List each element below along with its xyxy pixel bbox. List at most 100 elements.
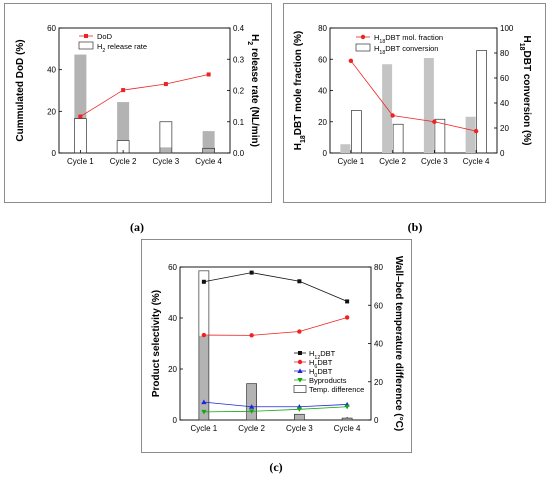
legend-label-a-1: H2 release rate xyxy=(97,42,147,54)
series-line-b-mol xyxy=(350,60,477,132)
bar-gray-c-1 xyxy=(246,383,257,420)
right-tick-label-b-2: 40 xyxy=(500,99,509,108)
series-line-a-dod xyxy=(80,74,209,117)
bar-gray-a-1 xyxy=(117,102,130,141)
bar-gray-a-0 xyxy=(74,54,87,119)
x-tick-label-c-0: Cycle 1 xyxy=(191,424,218,433)
bar-outline-c-1 xyxy=(246,383,257,421)
bar-outline-c-2 xyxy=(294,413,305,421)
point-c-s0-2 xyxy=(297,279,302,284)
point-c-s1-2 xyxy=(297,329,302,334)
caption-c: (c) xyxy=(269,460,283,474)
bar-outline-a-1 xyxy=(116,140,130,154)
point-c-s1-1 xyxy=(249,333,254,338)
point-c-s3-2 xyxy=(296,407,302,412)
left-tick-label-b-0: 0 xyxy=(323,149,328,158)
chart-b-svg: 0 20 40 60 80 0 20 40 60 80 100 Cycle 1 Cycle 2 Cycle… xyxy=(293,24,532,166)
right-tick-label-c-2: 40 xyxy=(374,340,383,349)
caption-b: (b) xyxy=(407,220,423,234)
chart-panel-c: 0 20 40 60 0 20 40 60 80 Cycle 1 Cycle 2 Cycle 3 Cyc… xyxy=(141,239,412,453)
x-tick-label-a-2: Cycle 3 xyxy=(153,157,180,166)
point-a-dod-3 xyxy=(206,72,211,77)
left-tick-label-a-3: 60 xyxy=(47,24,56,33)
left-tick-label-b-4: 80 xyxy=(318,24,327,33)
legend-marker-a xyxy=(84,34,88,38)
series-line-c-s1 xyxy=(203,317,348,336)
x-tick-label-a-3: Cycle 4 xyxy=(195,157,222,166)
left-tick-label-b-2: 40 xyxy=(318,87,327,96)
legend-label-c-bar: Temp. difference xyxy=(309,385,364,394)
point-c-s2-1 xyxy=(249,404,255,409)
legend-label-a-0: DoD xyxy=(97,32,113,41)
right-tick-label-a-0: 0.0 xyxy=(233,149,245,158)
bar-gray-b-3 xyxy=(465,116,476,153)
bar-outline-a-0 xyxy=(74,118,87,154)
left-tick-label-a-2: 40 xyxy=(47,66,56,75)
point-a-dod-2 xyxy=(163,82,168,87)
bar-gray-b-0 xyxy=(340,144,351,153)
x-tick-label-b-0: Cycle 1 xyxy=(338,157,365,166)
y-axis-title-left-c: Product selectivity (%) xyxy=(151,290,162,397)
legend-label-c-0: H12DBT xyxy=(309,349,336,361)
y-axis-title-right-c: Wall–bed temperature difference (°C) xyxy=(393,256,404,431)
left-tick-label-a-0: 0 xyxy=(52,149,57,158)
chart-a-svg: 0 20 40 60 0.0 0.1 0.2 0.3 0.4 Cycle 1 Cycle 2 Cycl… xyxy=(15,24,261,166)
bar-outline-c-0 xyxy=(198,270,210,421)
bar-outline-b-1 xyxy=(392,123,404,154)
legend-label-c-3: Byproducts xyxy=(309,376,347,385)
point-a-dod-0 xyxy=(78,114,83,119)
x-tick-label-c-3: Cycle 4 xyxy=(334,424,361,433)
bar-outline-b-3 xyxy=(476,50,487,154)
legend-label-b-1: H18DBT conversion xyxy=(374,44,438,56)
x-tick-label-c-1: Cycle 2 xyxy=(238,424,265,433)
left-tick-label-c-2: 40 xyxy=(168,314,177,323)
x-tick-label-c-2: Cycle 3 xyxy=(286,424,313,433)
right-tick-label-c-1: 20 xyxy=(374,378,383,387)
point-b-mol-1 xyxy=(390,113,395,118)
legend-marker-c-1 xyxy=(297,359,303,365)
chart-c-svg: 0 20 40 60 0 20 40 60 80 Cycle 1 Cycle 2 Cycle 3 Cyc… xyxy=(151,256,404,433)
left-tick-label-c-0: 0 xyxy=(173,416,178,425)
y-axis-title-left-a: Cummulated DoD (%) xyxy=(15,39,26,141)
right-tick-label-b-5: 100 xyxy=(500,24,514,33)
bar-outline-c-3 xyxy=(341,417,353,421)
x-tick-label-b-2: Cycle 3 xyxy=(421,157,448,166)
bar-gray-c-0 xyxy=(198,335,209,420)
point-c-s1-3 xyxy=(344,315,350,320)
left-tick-label-c-1: 20 xyxy=(168,365,177,374)
legend-marker-c-0 xyxy=(298,351,302,355)
bar-gray-a-2 xyxy=(159,147,172,153)
right-tick-label-a-4: 0.4 xyxy=(233,24,245,33)
chart-panel-a: 0 20 40 60 0.0 0.1 0.2 0.3 0.4 Cycle 1 Cycle 2 Cycl… xyxy=(4,3,272,203)
point-b-mol-0 xyxy=(348,58,354,64)
bar-gray-c-3 xyxy=(342,418,353,420)
chart-panel-b: 0 20 40 60 80 0 20 40 60 80 100 Cycle 1 Cycle 2 Cycle… xyxy=(283,3,546,203)
right-tick-label-c-0: 0 xyxy=(374,416,379,425)
bar-outline-b-2 xyxy=(434,118,446,154)
right-tick-label-b-0: 0 xyxy=(500,149,505,158)
point-c-s3-0 xyxy=(201,409,207,415)
right-tick-label-b-3: 60 xyxy=(500,74,509,83)
bar-gray-c-2 xyxy=(294,414,305,420)
x-tick-label-a-1: Cycle 2 xyxy=(110,157,137,166)
point-c-s2-0 xyxy=(201,399,207,405)
legend-marker-b xyxy=(360,34,366,40)
left-tick-label-c-3: 60 xyxy=(168,263,177,272)
right-tick-label-c-3: 60 xyxy=(374,301,383,310)
point-c-s1-0 xyxy=(201,332,207,338)
point-a-dod-1 xyxy=(121,88,126,93)
point-b-mol-3 xyxy=(473,128,479,134)
point-c-s3-1 xyxy=(249,409,255,414)
series-line-c-s0 xyxy=(203,272,348,302)
caption-a: (a) xyxy=(130,220,144,234)
y-axis-title-left-b: H18DBT mole fraction (%) xyxy=(293,31,307,150)
x-tick-label-a-0: Cycle 1 xyxy=(67,157,94,166)
legend-bar-swatch-c xyxy=(293,385,307,393)
point-c-s0-1 xyxy=(249,270,254,275)
point-c-s3-3 xyxy=(344,404,350,410)
y-axis-title-right-a: H2 release rate (NL/min) xyxy=(247,34,261,147)
left-tick-label-b-1: 20 xyxy=(318,118,327,127)
right-tick-label-a-3: 0.3 xyxy=(233,55,245,64)
legend-label-c-1: H6DBT xyxy=(309,358,333,370)
series-line-c-s3 xyxy=(203,406,348,413)
